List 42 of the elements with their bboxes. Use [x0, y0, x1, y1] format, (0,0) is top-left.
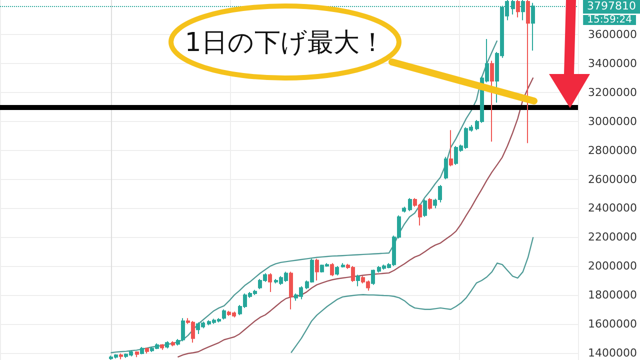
candlestick: [145, 347, 149, 354]
candlestick: [526, 0, 530, 144]
candlestick: [330, 262, 334, 277]
y-tick-label: 3600000: [588, 28, 637, 42]
y-tick-label: 3200000: [588, 86, 637, 100]
candlestick: [315, 258, 319, 281]
candlestick: [371, 269, 375, 286]
candlestick: [135, 350, 139, 358]
candlestick: [140, 346, 144, 355]
candlestick: [408, 198, 412, 212]
candlestick: [428, 198, 432, 210]
candlestick: [160, 344, 164, 350]
y-tick-label: 2400000: [588, 202, 637, 215]
y-tick-label: 3400000: [588, 57, 637, 70]
candlestick: [289, 271, 293, 310]
line-series: [290, 236, 534, 354]
candlestick: [449, 130, 453, 167]
y-tick-label: 2200000: [588, 230, 637, 244]
candlestick: [402, 206, 406, 214]
y-tick-label: 1800000: [588, 288, 637, 302]
annotation: 1日の下げ最大！: [184, 28, 386, 58]
candlestick: [268, 272, 272, 293]
candlestick: [171, 340, 175, 347]
candlestick: [516, 0, 520, 18]
line-series: [177, 77, 534, 358]
y-tick-label: 1400000: [588, 346, 637, 360]
y-tick-label: 2600000: [588, 172, 637, 186]
candlestick: [341, 262, 345, 268]
y-tick-label: 3000000: [588, 114, 637, 128]
ref-line-label: 3797810: [587, 0, 636, 13]
y-tick-label: 1600000: [588, 317, 637, 330]
y-tick-label: 2800000: [588, 144, 637, 157]
candlestick: [444, 156, 448, 180]
y-tick-label: 2000000: [588, 260, 637, 273]
text: 15:59:24: [587, 14, 632, 26]
candlestick: [119, 352, 123, 360]
candlestick: [490, 60, 494, 142]
candlestick: [335, 266, 339, 276]
candlestick: [423, 199, 427, 218]
candlestick: [356, 274, 360, 287]
candlestick: [222, 308, 226, 320]
candlestick: [165, 340, 169, 349]
